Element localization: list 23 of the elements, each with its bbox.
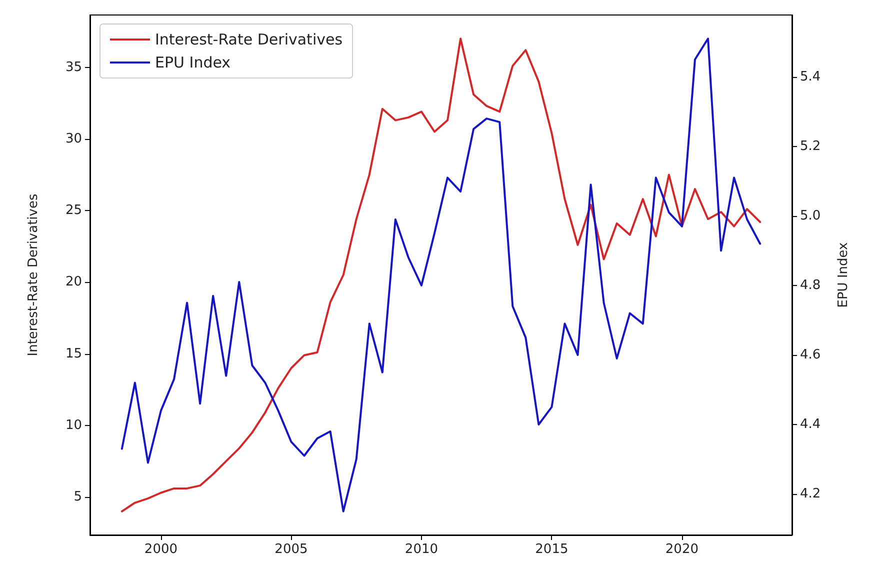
y-tick-label: 15: [65, 346, 82, 362]
y-tick-label: 10: [65, 418, 82, 433]
legend-label: Interest-Rate Derivatives: [155, 30, 343, 48]
y2-tick-label: 4.4: [800, 416, 821, 432]
y2-tick-label: 5.4: [800, 69, 821, 84]
x-tick-label: 2010: [404, 542, 438, 557]
y-tick-label: 35: [65, 60, 82, 75]
y2-tick-label: 5.2: [800, 138, 821, 154]
y2-tick-label: 4.2: [800, 486, 821, 502]
y-tick-label: 25: [65, 203, 82, 218]
legend-label: EPU Index: [155, 54, 231, 72]
y2-axis-title: EPU Index: [836, 242, 851, 308]
y-tick-label: 20: [65, 274, 82, 290]
y-tick-label: 5: [74, 490, 82, 505]
x-tick-label: 2000: [144, 542, 178, 557]
y2-tick-label: 4.8: [800, 278, 821, 293]
x-tick-label: 2020: [665, 542, 698, 557]
x-tick-label: 2015: [535, 542, 568, 557]
y-tick-label: 30: [65, 131, 82, 146]
y2-tick-label: 5.0: [800, 208, 821, 224]
y-axis-title: Interest-Rate Derivatives: [26, 194, 41, 356]
x-tick-label: 2005: [274, 542, 308, 557]
y2-tick-label: 4.6: [800, 347, 821, 362]
